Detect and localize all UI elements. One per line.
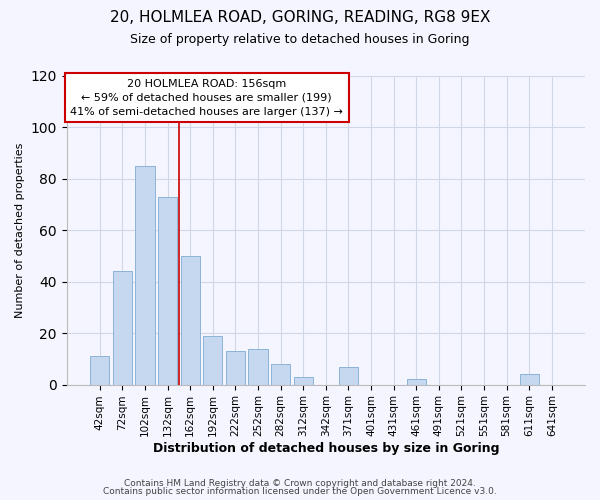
Bar bbox=[293, 377, 313, 384]
Bar bbox=[407, 380, 426, 384]
Text: 20 HOLMLEA ROAD: 156sqm
← 59% of detached houses are smaller (199)
41% of semi-d: 20 HOLMLEA ROAD: 156sqm ← 59% of detache… bbox=[70, 78, 343, 116]
Bar bbox=[271, 364, 290, 384]
Bar bbox=[248, 348, 268, 384]
Bar bbox=[158, 196, 177, 384]
Y-axis label: Number of detached properties: Number of detached properties bbox=[15, 142, 25, 318]
X-axis label: Distribution of detached houses by size in Goring: Distribution of detached houses by size … bbox=[152, 442, 499, 455]
Bar bbox=[339, 366, 358, 384]
Text: Contains HM Land Registry data © Crown copyright and database right 2024.: Contains HM Land Registry data © Crown c… bbox=[124, 478, 476, 488]
Text: Size of property relative to detached houses in Goring: Size of property relative to detached ho… bbox=[130, 32, 470, 46]
Bar bbox=[136, 166, 155, 384]
Text: Contains public sector information licensed under the Open Government Licence v3: Contains public sector information licen… bbox=[103, 487, 497, 496]
Text: 20, HOLMLEA ROAD, GORING, READING, RG8 9EX: 20, HOLMLEA ROAD, GORING, READING, RG8 9… bbox=[110, 10, 490, 25]
Bar bbox=[90, 356, 109, 384]
Bar bbox=[113, 272, 132, 384]
Bar bbox=[226, 351, 245, 384]
Bar bbox=[520, 374, 539, 384]
Bar bbox=[203, 336, 223, 384]
Bar bbox=[181, 256, 200, 384]
